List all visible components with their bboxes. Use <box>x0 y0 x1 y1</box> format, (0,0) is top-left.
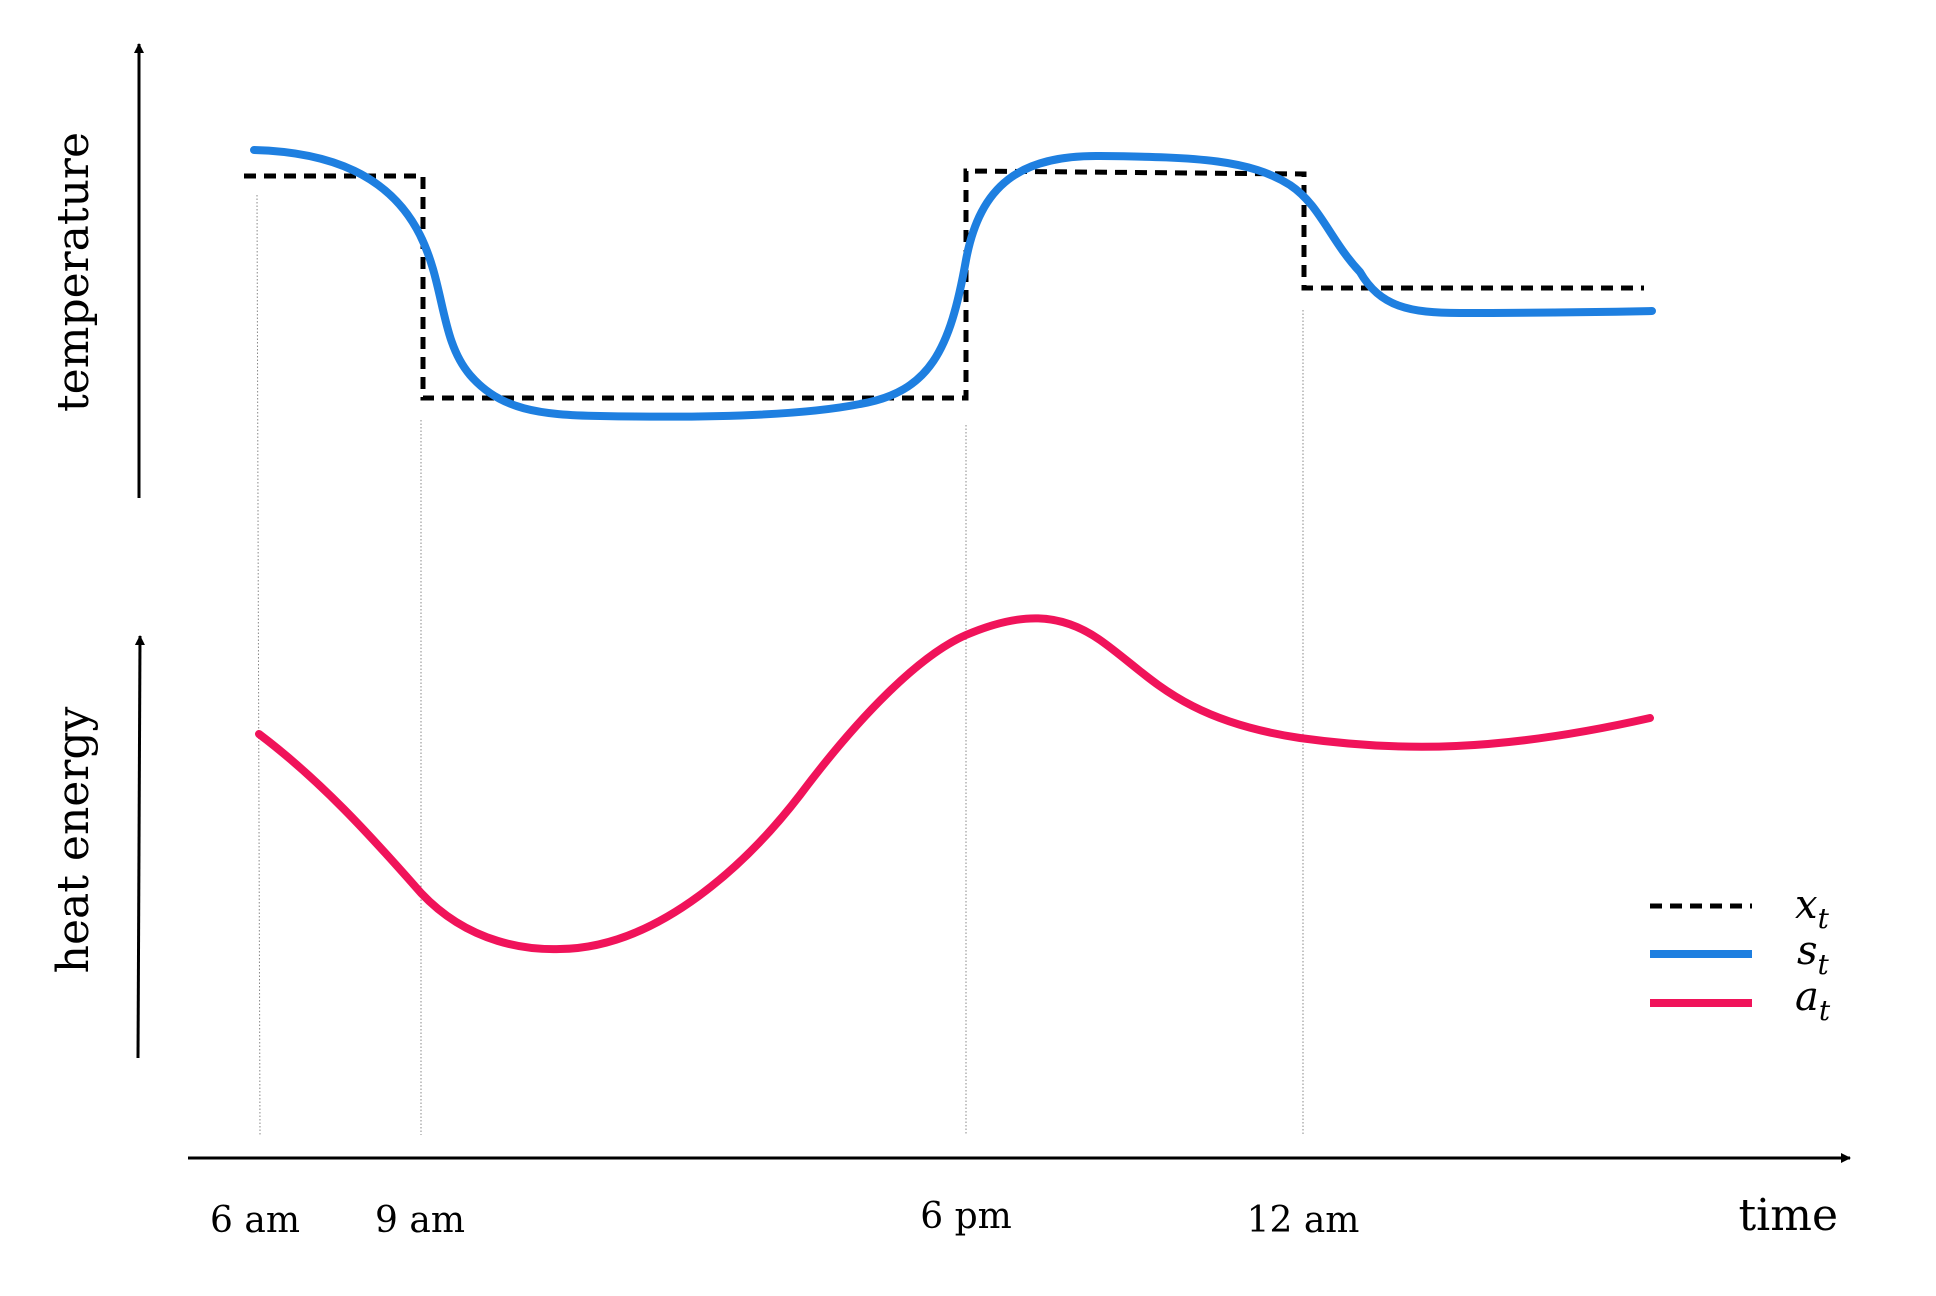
state-curve-s <box>250 146 1656 421</box>
legend-label-a: at <box>1795 974 1831 1027</box>
legend-symbol-s: s <box>1797 928 1818 974</box>
action-curve-a <box>255 614 1654 954</box>
legend-symbol-a: a <box>1795 974 1819 1020</box>
legend-symbol-x: x <box>1795 882 1818 928</box>
setpoint-curve-x <box>244 168 1644 401</box>
legend-label-s: st <box>1797 928 1830 981</box>
legend-subscript-x: t <box>1818 902 1830 935</box>
legend: xt st at <box>1650 882 1831 1027</box>
lower-y-axis-label: heat energy <box>48 706 99 973</box>
tick-label-12am: 12 am <box>1247 1200 1360 1241</box>
legend-label-x: xt <box>1795 882 1830 935</box>
guide-6am <box>256 194 261 1136</box>
legend-subscript-a: t <box>1819 994 1831 1027</box>
upper-y-axis-label: temperature <box>48 132 99 412</box>
time-guides <box>256 194 1304 1136</box>
lower-y-axis <box>134 635 145 1059</box>
tick-label-6am: 6 am <box>210 1200 300 1241</box>
tick-label-9am: 9 am <box>375 1200 465 1241</box>
legend-subscript-s: t <box>1818 948 1830 981</box>
x-axis-label: time <box>1738 1190 1838 1241</box>
tick-label-6pm: 6 pm <box>920 1196 1012 1237</box>
